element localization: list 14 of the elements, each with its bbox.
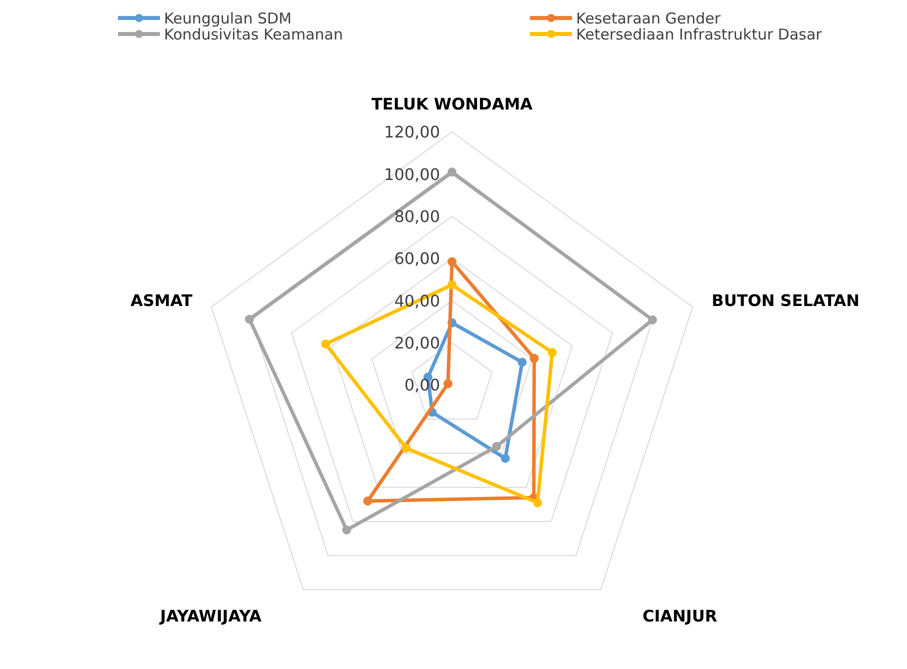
spoke-label: JAYAWIJAYA [159, 606, 262, 626]
spoke-label: CIANJUR [642, 606, 718, 626]
legend-label: Keunggulan SDM [164, 9, 292, 28]
y-tick-label: 120,00 [384, 122, 440, 142]
legend-label: Ketersediaan Infrastruktur Dasar [576, 25, 823, 44]
y-tick-label: 60,00 [394, 249, 440, 268]
spoke-label: TELUK WONDAMA [371, 94, 534, 114]
spoke-label: BUTON SELATAN [712, 291, 860, 310]
legend-label: Kesetaraan Gender [576, 9, 722, 28]
y-tick-label: 20,00 [394, 333, 440, 352]
y-tick-label: 80,00 [394, 206, 440, 226]
legend-label: Kondusivitas Keamanan [164, 25, 344, 44]
y-tick-label: 100,00 [384, 164, 440, 184]
spoke-label: ASMAT [130, 291, 192, 310]
